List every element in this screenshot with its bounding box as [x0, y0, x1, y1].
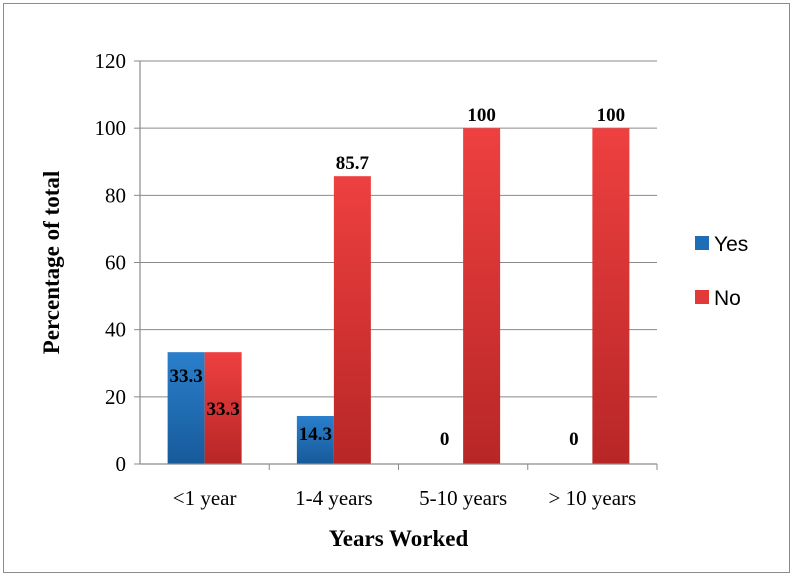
- y-tick-label: 20: [105, 385, 126, 409]
- legend-label-yes: Yes: [714, 233, 748, 256]
- data-label-yes: 0: [569, 429, 579, 450]
- x-tick-label: <1 year: [173, 486, 237, 510]
- bar-no: [592, 128, 630, 464]
- legend-swatch-yes: [695, 236, 709, 250]
- bar-no: [463, 128, 501, 464]
- y-tick-label: 0: [116, 452, 127, 476]
- bar-yes: [167, 352, 205, 464]
- data-labels: 33.333.3 14.3 85.7 0 100 0 100: [170, 105, 626, 450]
- x-tick-label: 1-4 years: [295, 486, 373, 510]
- data-label-yes: 33.3: [170, 366, 203, 387]
- legend-label-no: No: [714, 287, 741, 310]
- bars: [167, 128, 630, 464]
- bar-no: [333, 176, 371, 464]
- data-label-no: 100: [467, 105, 496, 126]
- y-tick-label: 80: [105, 183, 126, 207]
- x-axis-title: Years Worked: [329, 526, 469, 551]
- bar-no: [204, 352, 242, 464]
- bar-yes: [296, 415, 334, 464]
- y-tick-label: 100: [95, 116, 127, 140]
- data-label-no: 100: [597, 105, 626, 126]
- y-tick-labels: 0 20 40 60 80 100 120: [95, 49, 127, 476]
- x-tick-label: > 10 years: [549, 486, 637, 510]
- data-label-no: 33.3: [207, 399, 240, 420]
- legend-swatch-no: [695, 290, 709, 304]
- y-tick-label: 60: [105, 251, 126, 275]
- data-label-yes: 14.3: [299, 424, 332, 445]
- y-axis-title: Percentage of total: [39, 171, 64, 355]
- x-tick-labels: <1 year 1-4 years 5-10 years > 10 years: [173, 464, 658, 510]
- chart-frame: [3, 3, 790, 573]
- data-label-no: 85.7: [336, 153, 370, 174]
- data-label-yes: 0: [440, 429, 450, 450]
- legend: Yes No: [695, 233, 748, 310]
- y-tick-label: 120: [95, 49, 127, 73]
- x-tick-label: 5-10 years: [419, 486, 507, 510]
- y-tick-label: 40: [105, 318, 126, 342]
